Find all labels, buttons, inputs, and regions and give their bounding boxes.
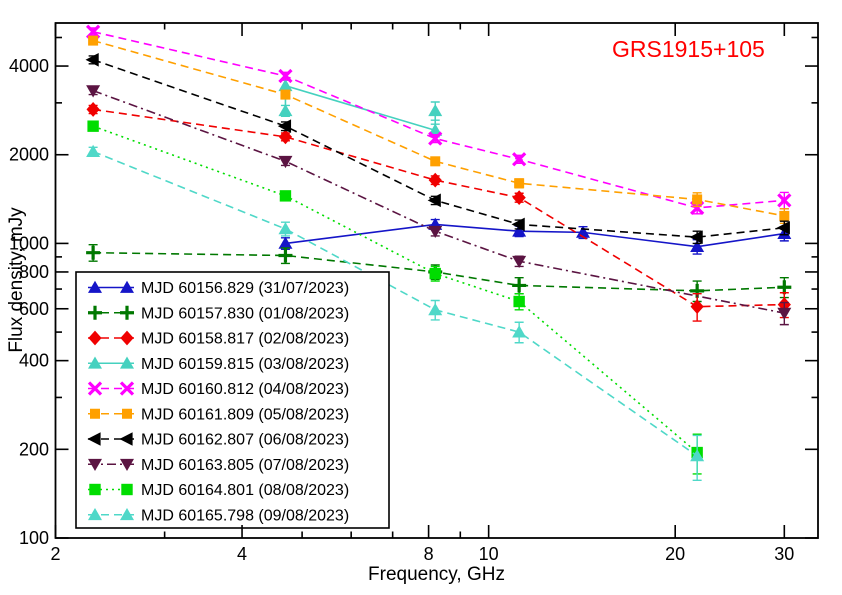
plot-area [85,24,792,481]
x-axis-title: Frequency, GHz [368,564,505,585]
series-10 [86,144,705,481]
y-tick-label: 600 [19,299,49,319]
axes-frame: 2 4 8 10 20 30 100 200 400 600 800 1000 2000 4000 [9,22,819,564]
x-tick-label: 20 [665,544,685,564]
legend-entry-8: MJD 60163.805 (07/08/2023) [88,457,349,474]
x-tick-label: 8 [424,544,434,564]
legend-label: MJD 60165.798 (09/08/2023) [141,507,349,524]
series-7 [85,53,790,245]
legend-label: MJD 60160.812 (04/08/2023) [141,381,349,398]
series-2 [86,243,792,303]
legend: MJD 60156.829 (31/07/2023) MJD 60157.830 … [75,271,390,529]
y-tick-label: 800 [19,262,49,282]
y-tick-label: 4000 [9,56,49,76]
x-tick-label: 30 [774,544,794,564]
series-5 [85,24,792,216]
legend-label: MJD 60159.815 (03/08/2023) [141,356,349,373]
y-axis-title: Flux density, mJy [6,207,27,353]
legend-entry-10: MJD 60165.798 (09/08/2023) [88,507,349,524]
legend-label: MJD 60163.805 (07/08/2023) [141,457,349,474]
x-tick-label: 4 [237,544,247,564]
y-tick-label: 100 [19,528,49,548]
legend-label: MJD 60156.829 (31/07/2023) [141,280,349,297]
y-tick-label: 2000 [9,145,49,165]
x-tick-label: 10 [479,544,499,564]
legend-label: MJD 60157.830 (01/08/2023) [141,305,349,322]
legend-label: MJD 60158.817 (02/08/2023) [141,331,349,348]
legend-entry-2: MJD 60157.830 (01/08/2023) [88,305,349,322]
series-1 [278,217,792,255]
y-tick-label: 1000 [9,233,49,253]
x-tick-label: 2 [50,544,60,564]
legend-label: MJD 60161.809 (05/08/2023) [141,406,349,423]
legend-entry-6: MJD 60161.809 (05/08/2023) [88,406,349,423]
legend-entry-3: MJD 60158.817 (02/08/2023) [88,331,349,348]
series-8 [86,85,792,326]
legend-entry-1: MJD 60156.829 (31/07/2023) [88,280,349,297]
legend-entry-5: MJD 60160.812 (04/08/2023) [87,381,349,398]
legend-entry-7: MJD 60162.807 (06/08/2023) [87,432,349,449]
y-tick-label: 200 [19,439,49,459]
legend-entry-4: MJD 60159.815 (03/08/2023) [88,356,349,373]
legend-entry-9: MJD 60164.801 (08/08/2023) [88,482,349,499]
chart-title: GRS1915+105 [612,36,765,62]
legend-label: MJD 60164.801 (08/08/2023) [141,482,349,499]
y-tick-label: 400 [19,351,49,371]
legend-label: MJD 60162.807 (06/08/2023) [141,432,349,449]
